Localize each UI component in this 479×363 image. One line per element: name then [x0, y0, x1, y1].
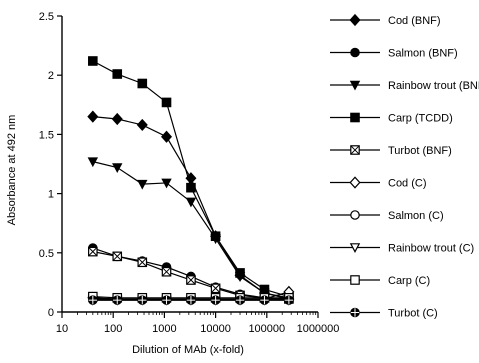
data-point-carp-tcdd	[161, 97, 172, 108]
legend-marker-carp-c	[350, 275, 360, 285]
data-point-cod-bnf	[161, 130, 173, 143]
data-point-turbot-c	[259, 295, 270, 305]
y-axis-title: Absorbance at 492 nm	[6, 115, 18, 226]
legend-label-turbot-bnf: Turbot (BNF)	[388, 145, 452, 157]
data-point-cod-bnf	[87, 110, 99, 123]
legend-label-rainbow-trout-bnf: Rainbow trout (BNF)	[388, 80, 479, 92]
data-point-carp-tcdd	[186, 182, 196, 193]
x-tick-label: 1000000	[297, 323, 340, 335]
x-tick-label: 10000	[200, 323, 231, 335]
legend-marker-cod-bnf	[349, 13, 361, 27]
legend-marker-rainbow-trout-c	[349, 243, 361, 253]
data-point-rainbow-trout-bnf	[137, 179, 148, 190]
legend-marker-salmon-bnf	[350, 47, 360, 58]
data-point-turbot-c	[210, 295, 221, 305]
legend: Cod (BNF) Salmon (BNF) Rainbow trout (BNF)…	[330, 13, 479, 320]
y-tick-label: 0	[48, 307, 54, 319]
legend-marker-carp-tcdd	[350, 112, 360, 123]
data-point-turbot-bnf	[137, 257, 148, 268]
y-tick-label: 0.5	[39, 248, 54, 260]
data-point-cod-bnf	[136, 118, 148, 132]
y-tick-label: 1.5	[39, 129, 54, 141]
data-point-turbot-bnf	[186, 275, 196, 285]
data-point-turbot-bnf	[161, 266, 172, 277]
legend-marker-cod-c	[349, 176, 361, 189]
y-tick-label: 1	[48, 189, 54, 201]
data-point-rainbow-trout-bnf	[161, 178, 172, 189]
legend-marker-salmon-c	[350, 210, 360, 220]
legend-label-rainbow-trout-c: Rainbow trout (C)	[388, 243, 474, 255]
legend-label-carp-c: Carp (C)	[388, 275, 430, 287]
data-point-turbot-bnf	[88, 246, 98, 257]
data-point-turbot-c	[284, 295, 294, 305]
x-tick-label: 1000	[152, 323, 176, 335]
x-tick-label: 10	[56, 323, 68, 335]
x-axis-ticks: 10 100 1000 10000 100000 1000000	[56, 312, 340, 335]
data-point-rainbow-trout-bnf	[185, 197, 197, 208]
legend-label-salmon-c: Salmon (C)	[388, 210, 444, 222]
data-point-rainbow-trout-bnf	[112, 163, 123, 174]
data-point-carp-tcdd	[137, 78, 148, 89]
data-point-turbot-c	[235, 295, 245, 305]
data-point-carp-tcdd	[259, 284, 270, 295]
data-point-carp-tcdd	[235, 268, 245, 278]
legend-label-cod-c: Cod (C)	[388, 178, 427, 190]
legend-marker-turbot-c	[350, 307, 360, 318]
data-point-rainbow-trout-bnf	[87, 157, 99, 168]
data-point-turbot-c	[137, 295, 148, 305]
data-point-turbot-c	[112, 295, 123, 305]
data-point-turbot-c	[88, 295, 98, 305]
y-tick-label: 2.5	[39, 11, 54, 23]
data-point-turbot-bnf	[210, 283, 221, 294]
x-axis-title: Dilution of MAb (x-fold)	[132, 344, 244, 356]
legend-label-carp-tcdd: Carp (TCDD)	[388, 113, 453, 125]
legend-label-salmon-bnf: Salmon (BNF)	[388, 48, 458, 60]
legend-marker-turbot-bnf	[350, 145, 360, 155]
data-point-cod-bnf	[111, 112, 123, 126]
plot-markers-group	[87, 56, 295, 306]
data-point-turbot-bnf	[112, 251, 123, 262]
x-tick-label: 100000	[248, 323, 285, 335]
legend-label-cod-bnf: Cod (BNF)	[388, 15, 441, 27]
data-point-carp-tcdd	[112, 69, 123, 79]
legend-marker-rainbow-trout-bnf	[349, 80, 361, 91]
legend-label-turbot-c: Turbot (C)	[388, 308, 438, 320]
series-line-cod-bnf	[92, 116, 290, 300]
x-tick-label: 100	[104, 323, 122, 335]
data-point-carp-tcdd	[88, 56, 98, 66]
data-point-carp-tcdd	[210, 231, 221, 242]
data-point-turbot-c	[186, 295, 196, 305]
y-tick-label: 2	[48, 70, 54, 82]
y-axis-ticks: 0 0.5 1 1.5 2 2.5	[39, 11, 62, 319]
data-point-turbot-c	[161, 295, 172, 305]
